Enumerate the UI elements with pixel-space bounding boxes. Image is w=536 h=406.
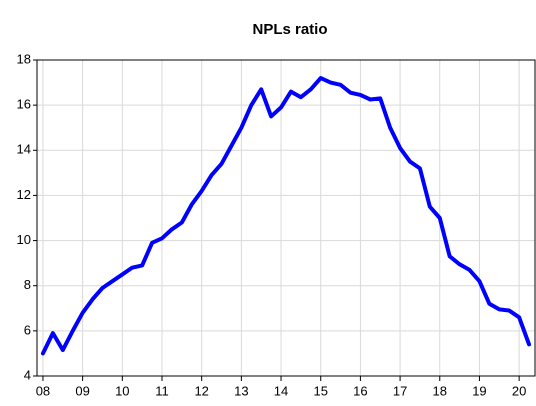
plot-frame	[36, 59, 536, 377]
x-tick-label: 08	[36, 383, 50, 398]
y-tick-label: 18	[17, 51, 31, 66]
x-tick-label: 10	[115, 383, 129, 398]
chart-title: NPLs ratio	[252, 21, 327, 38]
y-tick-label: 16	[17, 97, 31, 112]
y-tick-label: 8	[24, 277, 31, 292]
x-tick-label: 15	[313, 383, 327, 398]
y-tick-label: 4	[24, 367, 31, 382]
x-tick-label: 17	[393, 383, 407, 398]
line	[40, 76, 532, 356]
y-tick-label: 14	[17, 142, 31, 157]
x-tick-label: 12	[194, 383, 208, 398]
x-tick-label: 14	[274, 383, 288, 398]
x-tick-label: 16	[353, 383, 367, 398]
x-tick-label: 18	[433, 383, 447, 398]
y-tick-label: 6	[24, 322, 31, 337]
x-tick-label: 13	[234, 383, 248, 398]
x-tick-label: 20	[512, 383, 526, 398]
x-tick-label: 11	[155, 383, 169, 398]
y-tick-label: 12	[17, 187, 31, 202]
x-tick-label: 19	[472, 383, 486, 398]
y-tick-label: 10	[17, 232, 31, 247]
x-tick-label: 09	[75, 383, 89, 398]
